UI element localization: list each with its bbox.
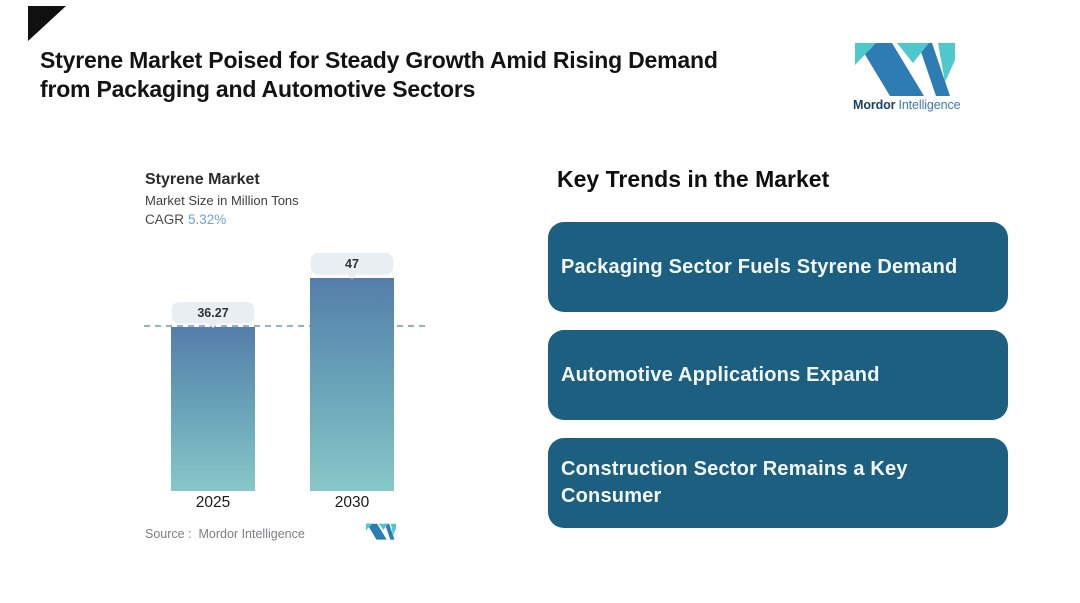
mordor-logo-icon	[853, 42, 957, 96]
page-title-line2: from Packaging and Automotive Sectors	[40, 76, 476, 102]
x-axis-label-2025: 2025	[195, 494, 231, 511]
page-title-line1: Styrene Market Poised for Steady Growth …	[40, 47, 718, 73]
chart-subtitle: Market Size in Million Tons	[145, 193, 299, 208]
bar-2025	[171, 327, 255, 491]
trend-card-label: Packaging Sector Fuels Styrene Demand	[561, 255, 958, 278]
trend-card-packaging: Packaging Sector Fuels Styrene Demand	[548, 222, 1008, 312]
chart-cagr: CAGR 5.32%	[145, 212, 226, 227]
reference-line	[144, 325, 427, 327]
page-title: Styrene Market Poised for Steady Growth …	[40, 46, 718, 104]
trend-card-label: Automotive Applications Expand	[561, 363, 880, 386]
brand-name: Mordor Intelligence	[853, 98, 961, 112]
bar-2030	[310, 278, 394, 491]
trend-card-construction: Construction Sector Remains a Key Consum…	[548, 438, 1008, 528]
mordor-logo-small-icon	[366, 523, 396, 545]
x-axis-label-2030: 2030	[334, 494, 370, 511]
brand-name-bold: Mordor	[853, 98, 896, 112]
trend-card-label: Construction Sector Remains a Key Consum…	[561, 458, 908, 507]
chart-source: Source : Mordor Intelligence	[145, 527, 305, 541]
trend-card-automotive: Automotive Applications Expand	[548, 330, 1008, 420]
cagr-value: 5.32%	[188, 212, 227, 227]
value-label-2025: 36.27	[172, 302, 254, 323]
value-label-2030: 47	[311, 253, 393, 274]
corner-triangle-decoration	[28, 6, 66, 41]
brand-logo: Mordor Intelligence	[853, 42, 961, 112]
cagr-label: CAGR	[145, 212, 185, 227]
trends-heading: Key Trends in the Market	[557, 166, 830, 192]
chart-title: Styrene Market	[145, 171, 260, 188]
brand-name-light: Intelligence	[898, 98, 961, 112]
